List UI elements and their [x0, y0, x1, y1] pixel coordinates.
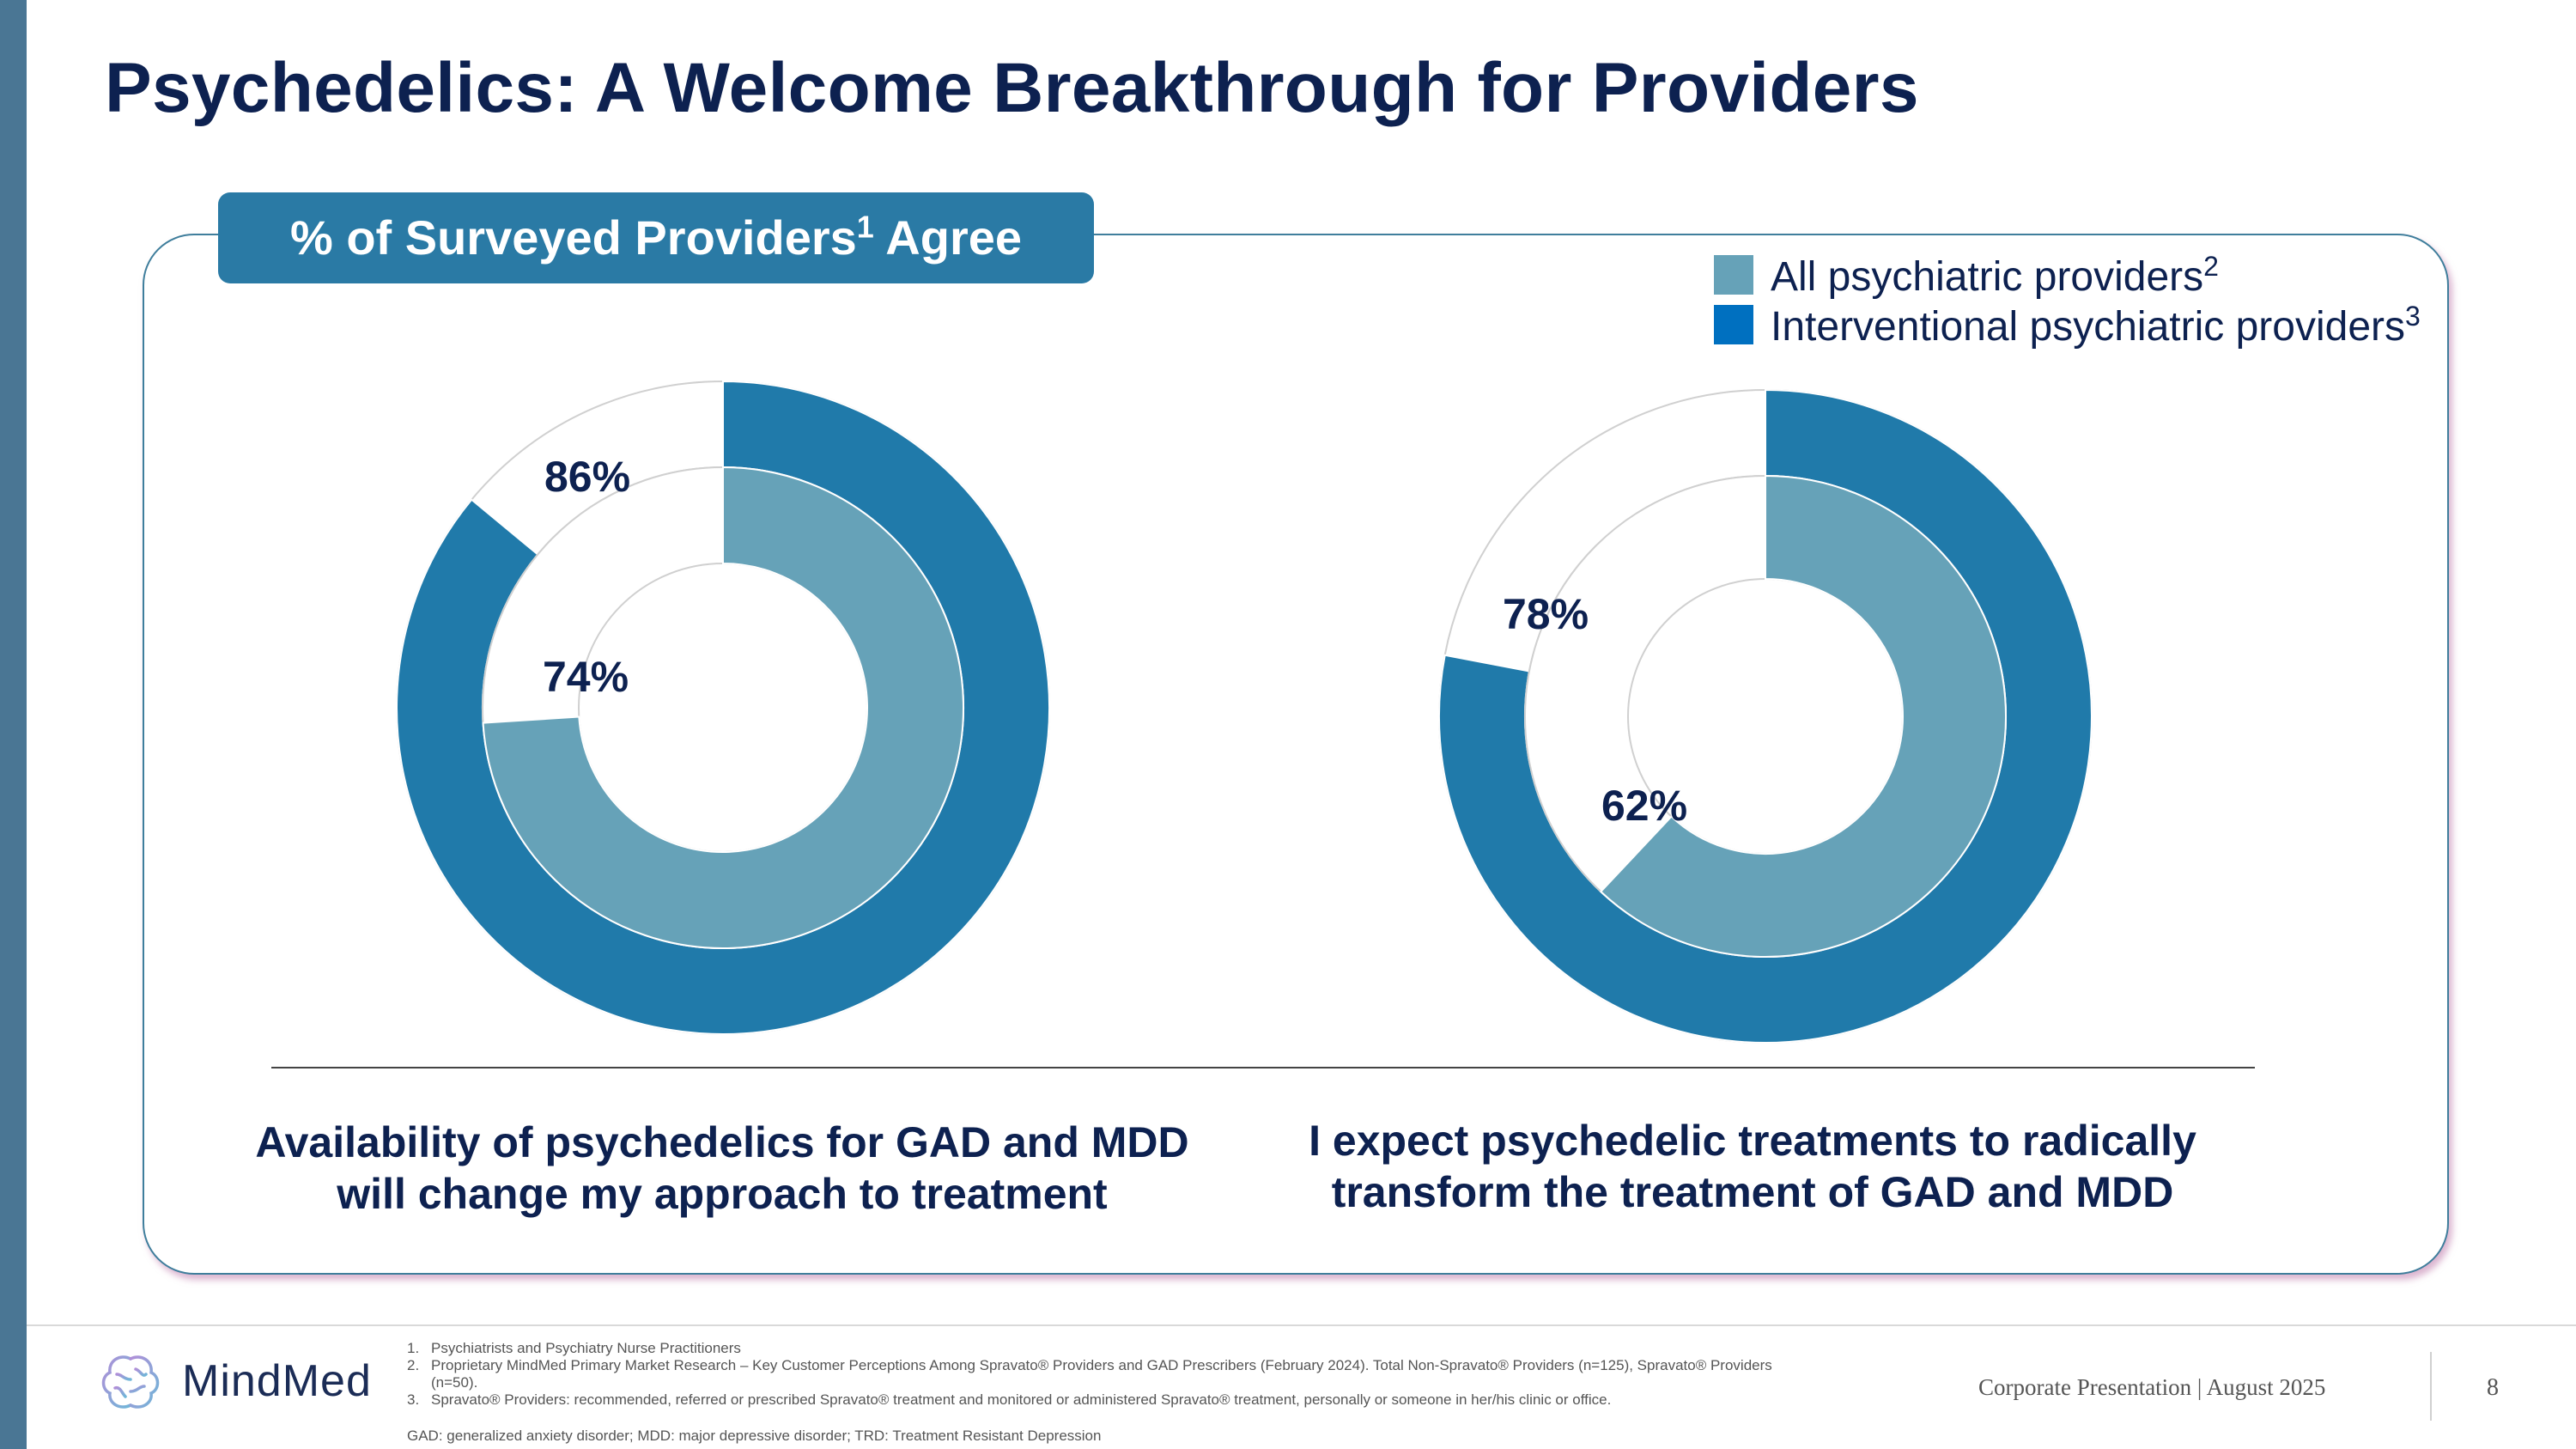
survey-label-sup: 1 [856, 209, 874, 245]
page-title: Psychedelics: A Welcome Breakthrough for… [105, 49, 1919, 127]
chart-1-caption-line-1: Availability of psychedelics for GAD and… [255, 1118, 1189, 1166]
footnote-2-number: 2. [407, 1357, 420, 1373]
chart-2-caption-line-2: transform the treatment of GAD and MDD [1331, 1168, 2174, 1216]
chart-2-caption: I expect psychedelic treatments to radic… [1259, 1115, 2246, 1218]
legend-label-all-text: All psychiatric providers [1771, 254, 2204, 300]
survey-label-text: % of Surveyed Providers [289, 210, 857, 265]
footnote-1-number: 1. [407, 1340, 420, 1356]
left-accent-bar [0, 0, 27, 1449]
legend-label-interventional-text: Interventional psychiatric providers [1771, 304, 2406, 350]
chart-1-inner-value-label: 74% [543, 653, 629, 701]
footnote-2: 2. Proprietary MindMed Primary Market Res… [407, 1357, 1815, 1391]
chart-2-outer-value-label: 78% [1503, 590, 1589, 638]
footer-separator [2430, 1352, 2432, 1421]
chart-2-inner-segment [1599, 474, 2007, 958]
page-number: 8 [2487, 1374, 2499, 1401]
survey-label: % of Surveyed Providers1 Agree [218, 192, 1094, 283]
legend-swatch-interventional [1714, 305, 1753, 344]
footnote-1-text: Psychiatrists and Psychiatry Nurse Pract… [431, 1340, 741, 1356]
divider-line [271, 1067, 2255, 1068]
survey-label-suffix: Agree [873, 210, 1023, 265]
chart-1-caption: Availability of psychedelics for GAD and… [228, 1117, 1216, 1220]
brand-name: MindMed [182, 1356, 372, 1406]
chart-2-caption-line-1: I expect psychedelic treatments to radic… [1309, 1117, 2196, 1165]
legend-label-interventional-sup: 3 [2405, 301, 2421, 332]
footer-divider [27, 1324, 2576, 1326]
footnote-3-number: 3. [407, 1391, 420, 1408]
footnote-3: 3. Spravato® Providers: recommended, refe… [407, 1391, 1815, 1409]
abbreviations-note: GAD: generalized anxiety disorder; MDD: … [407, 1428, 1102, 1444]
corporate-presentation-label: Corporate Presentation | August 2025 [1978, 1374, 2326, 1400]
chart-1-outer-value-label: 86% [544, 453, 630, 501]
footnote-2-text: Proprietary MindMed Primary Market Resea… [431, 1357, 1772, 1391]
legend-label-interventional: Interventional psychiatric providers3 [1771, 302, 2421, 352]
chart-1-inner-segment [482, 466, 964, 949]
footnote-1: 1. Psychiatrists and Psychiatry Nurse Pra… [407, 1340, 1815, 1357]
legend-label-all-sup: 2 [2203, 251, 2219, 282]
legend-swatch-all [1714, 255, 1753, 295]
brain-logo-icon [101, 1355, 160, 1409]
footnote-3-text: Spravato® Providers: recommended, referr… [431, 1391, 1612, 1408]
footnotes: 1. Psychiatrists and Psychiatry Nurse Pra… [407, 1340, 1815, 1409]
chart-1-caption-line-2: will change my approach to treatment [337, 1170, 1108, 1218]
legend-label-all: All psychiatric providers2 [1771, 253, 2219, 302]
chart-2-inner-value-label: 62% [1601, 782, 1687, 830]
